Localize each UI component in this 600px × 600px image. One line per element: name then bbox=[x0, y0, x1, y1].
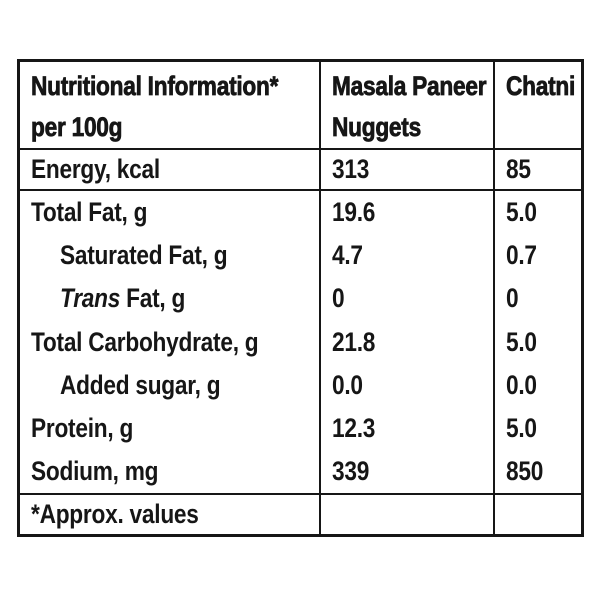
table-row-total-carbohydrate: Total Carbohydrate, g 21.8 5.0 bbox=[20, 320, 581, 364]
header-nuggets-line1: Masala Paneer bbox=[332, 71, 487, 102]
value-chatni-cell: 5.0 bbox=[493, 320, 581, 364]
value-nuggets: 12.3 bbox=[332, 413, 376, 444]
value-chatni-cell: 5.0 bbox=[493, 191, 581, 235]
header-nutritional-info-cell: Nutritional Information* per 100g bbox=[20, 62, 319, 148]
row-label-cell: Protein, g bbox=[20, 407, 319, 450]
row-label: Sodium, mg bbox=[31, 456, 159, 487]
value-chatni-cell: 0 bbox=[493, 277, 581, 321]
value-nuggets: 0.0 bbox=[332, 369, 363, 400]
table-row-added-sugar: Added sugar, g 0.0 0.0 bbox=[20, 363, 581, 407]
value-chatni-cell: 85 bbox=[493, 150, 581, 189]
table-header-row: Nutritional Information* per 100g Masala… bbox=[20, 62, 581, 150]
value-nuggets-cell: 0 bbox=[319, 277, 493, 321]
footer-empty-chatni-cell bbox=[493, 495, 581, 534]
table-footer-row: *Approx. values bbox=[20, 493, 581, 534]
row-label-cell: Sodium, mg bbox=[20, 450, 319, 493]
value-nuggets-cell: 339 bbox=[319, 450, 493, 494]
row-label: Added sugar, g bbox=[60, 369, 221, 400]
value-nuggets-cell: 19.6 bbox=[319, 191, 493, 235]
value-nuggets-cell: 0.0 bbox=[319, 363, 493, 407]
value-chatni-cell: 0.7 bbox=[493, 234, 581, 278]
row-label: Protein, g bbox=[31, 413, 134, 444]
value-chatni: 5.0 bbox=[506, 197, 537, 228]
row-label: Trans Fat, g bbox=[60, 283, 185, 314]
row-label-cell: Total Fat, g bbox=[20, 191, 319, 234]
value-chatni: 0 bbox=[506, 283, 519, 314]
table-row-total-fat: Total Fat, g 19.6 5.0 bbox=[20, 191, 581, 235]
value-chatni-cell: 5.0 bbox=[493, 406, 581, 451]
value-chatni: 0.7 bbox=[506, 240, 537, 271]
table-row-saturated-fat: Saturated Fat, g 4.7 0.7 bbox=[20, 234, 581, 278]
header-nuggets-line2: Nuggets bbox=[332, 112, 422, 143]
footer-empty-nuggets-cell bbox=[319, 495, 493, 534]
table-row-trans-fat: Trans Fat, g 0 0 bbox=[20, 277, 581, 321]
footnote-cell: *Approx. values bbox=[20, 495, 319, 534]
value-chatni: 85 bbox=[506, 154, 531, 184]
header-chatni-label: Chatni bbox=[506, 71, 576, 102]
value-chatni: 5.0 bbox=[506, 413, 537, 444]
value-nuggets-cell: 313 bbox=[319, 150, 493, 189]
row-label-cell: Trans Fat, g bbox=[20, 277, 319, 320]
row-label-cell: Added sugar, g bbox=[20, 364, 319, 407]
value-chatni: 5.0 bbox=[506, 326, 537, 357]
value-nuggets: 0 bbox=[332, 283, 345, 314]
value-chatni-cell: 850 bbox=[493, 450, 581, 494]
nutrition-table: Nutritional Information* per 100g Masala… bbox=[17, 59, 584, 537]
row-label-cell: Total Carbohydrate, g bbox=[20, 321, 319, 364]
value-nuggets: 21.8 bbox=[332, 326, 376, 357]
value-nuggets-cell: 21.8 bbox=[319, 320, 493, 364]
value-nuggets-cell: 4.7 bbox=[319, 234, 493, 278]
row-label-italic-part: Trans bbox=[60, 283, 121, 314]
value-nuggets: 339 bbox=[332, 456, 370, 487]
table-row-protein: Protein, g 12.3 5.0 bbox=[20, 406, 581, 451]
row-label: Energy, kcal bbox=[31, 154, 160, 184]
table-row-energy: Energy, kcal 313 85 bbox=[20, 150, 581, 191]
table-row-sodium: Sodium, mg 339 850 bbox=[20, 450, 581, 494]
footnote-text: *Approx. values bbox=[31, 499, 199, 530]
row-label: Total Fat, g bbox=[31, 197, 148, 228]
row-label: Saturated Fat, g bbox=[60, 240, 228, 271]
header-title-line1: Nutritional Information* bbox=[31, 71, 279, 102]
row-label-cell: Saturated Fat, g bbox=[20, 234, 319, 277]
value-chatni: 850 bbox=[506, 456, 544, 487]
value-nuggets: 313 bbox=[332, 154, 370, 184]
row-label-cell: Energy, kcal bbox=[20, 150, 319, 189]
value-nuggets: 19.6 bbox=[332, 197, 376, 228]
value-chatni-cell: 0.0 bbox=[493, 363, 581, 407]
value-nuggets: 4.7 bbox=[332, 240, 363, 271]
value-nuggets-cell: 12.3 bbox=[319, 406, 493, 451]
row-label: Total Carbohydrate, g bbox=[31, 326, 259, 357]
header-nuggets-column-cell: Masala Paneer Nuggets bbox=[319, 62, 493, 148]
value-chatni: 0.0 bbox=[506, 369, 537, 400]
row-label-rest: Fat, g bbox=[120, 283, 186, 314]
header-title-line2: per 100g bbox=[31, 112, 123, 143]
header-chatni-column-cell: Chatni bbox=[493, 62, 581, 148]
